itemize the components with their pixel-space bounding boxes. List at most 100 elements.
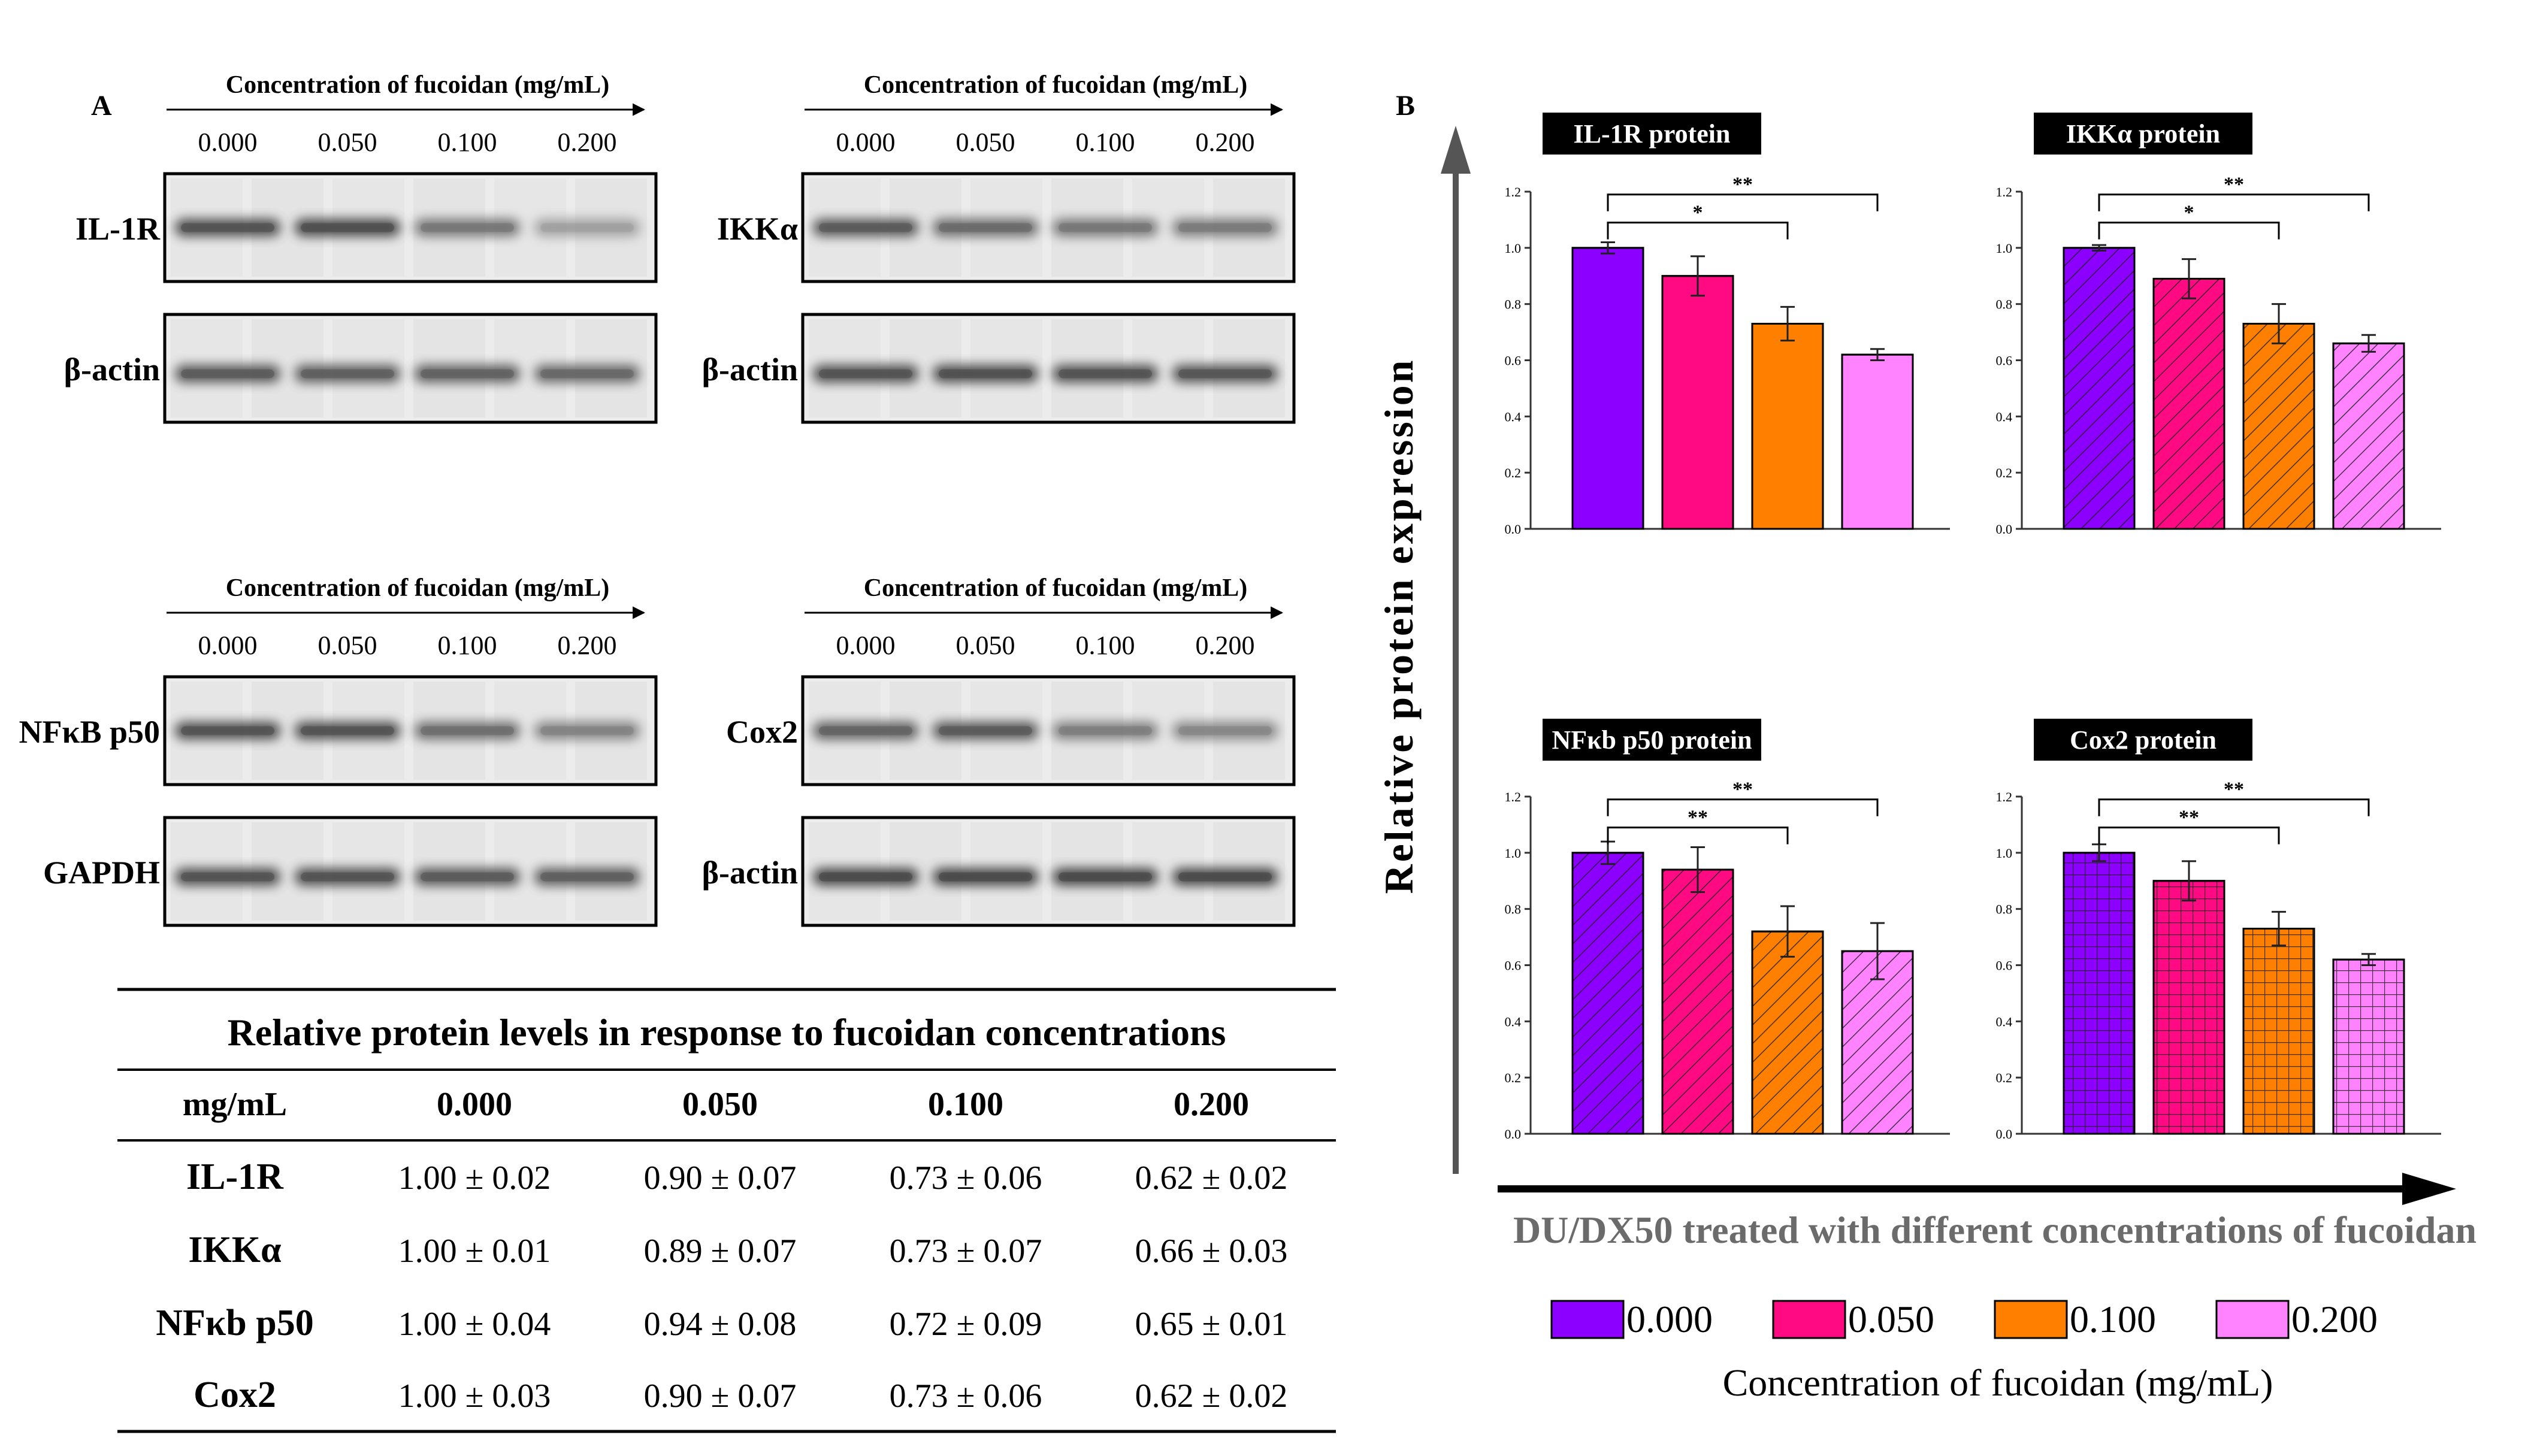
blot-band: [534, 219, 640, 237]
blot-frame: [801, 675, 1296, 786]
blot-band-core: [301, 223, 394, 232]
subplot-title: NFκb p50 protein: [1552, 725, 1752, 755]
table-header-cell: 0.200: [1174, 1086, 1249, 1123]
blot-band-core: [1059, 872, 1152, 882]
western-blots: Concentration of fucoidan (mg/mL) 0.000 0.…: [19, 71, 1296, 927]
blot-band-core: [1059, 223, 1152, 232]
y-tick-label: 0.6: [1505, 958, 1522, 973]
table-cell: 0.72 ± 0.09: [890, 1306, 1042, 1343]
lane-label: 0.200: [1196, 631, 1255, 660]
blot-band-core: [939, 369, 1032, 379]
blot-band-core: [540, 872, 634, 882]
subplot-title-box: [1543, 719, 1761, 761]
blot-frame: [163, 675, 658, 786]
y-tick-label: 0.2: [1996, 1070, 2013, 1085]
blot-band: [415, 219, 520, 237]
blot-band-core: [181, 726, 274, 735]
lane-label: 0.050: [318, 128, 377, 157]
y-axis-label: Relative protein expression: [1376, 358, 1422, 894]
table-cell: 0.73 ± 0.06: [890, 1160, 1042, 1197]
significance-label: **: [1732, 174, 1753, 196]
significance-label: *: [1693, 202, 1703, 224]
blot-frame: [163, 816, 658, 927]
y-tick-label: 0.4: [1505, 1014, 1522, 1029]
blot-band-core: [819, 369, 912, 379]
blot-band-core: [1178, 726, 1272, 735]
table-cell: 0.62 ± 0.02: [1135, 1378, 1288, 1415]
table-cell: 0.65 ± 0.01: [1135, 1306, 1288, 1343]
blot-frame: [163, 172, 658, 283]
legend: 0.000 0.050 0.100 0.200: [1550, 1298, 2378, 1340]
table-cell: 1.00 ± 0.04: [398, 1306, 551, 1343]
bar-hatch: [2154, 279, 2224, 529]
significance-label: **: [1732, 779, 1753, 801]
significance-bracket: [1607, 798, 1879, 816]
y-tick-label: 1.0: [1505, 846, 1522, 861]
x-axis-label: DU/DX50 treated with different concentra…: [1513, 1209, 2476, 1251]
blot-frame: [801, 313, 1296, 424]
conc-header: Concentration of fucoidan (mg/mL): [226, 574, 609, 602]
significance-label: *: [2184, 202, 2194, 224]
blot-band-core: [1059, 726, 1152, 735]
table-cell: 1.00 ± 0.01: [398, 1233, 551, 1270]
table-cell: 1.00 ± 0.02: [398, 1160, 551, 1197]
blot-band-core: [540, 369, 634, 379]
bar-subplots: IL-1R protein0.00.20.40.60.81.01.2***IKK…: [1505, 113, 2441, 1142]
blot-band-core: [819, 223, 912, 232]
blot-band-core: [1178, 369, 1272, 379]
protein-level-table: Relative protein levels in response to f…: [117, 988, 1336, 1433]
legend-swatch: [1772, 1300, 1846, 1339]
significance-bracket: [2098, 798, 2370, 816]
table-row-label: NFκb p50: [156, 1303, 314, 1343]
significance-bracket: [2098, 827, 2280, 844]
blot-band: [1172, 722, 1278, 740]
control-protein-label: β-actin: [702, 352, 798, 388]
y-tick-label: 0.2: [1505, 1070, 1522, 1085]
y-tick-label: 0.6: [1996, 958, 2013, 973]
legend-label: 0.000: [1626, 1298, 1713, 1340]
legend-swatch: [1994, 1300, 2068, 1339]
y-tick-label: 0.4: [1505, 409, 1522, 424]
blot-band-core: [421, 726, 514, 735]
lane-label: 0.000: [836, 128, 896, 157]
bar-hatch: [1573, 852, 1643, 1134]
control-protein-label: GAPDH: [43, 855, 160, 891]
lane-label: 0.050: [956, 631, 1015, 660]
blot-band-core: [939, 726, 1032, 735]
y-tick-label: 0.2: [1996, 465, 2013, 480]
bar-hatch: [2064, 852, 2134, 1134]
blot-band-core: [1178, 872, 1272, 882]
lane-label: 0.200: [1196, 128, 1255, 157]
blot-band-core: [819, 872, 912, 882]
y-tick-label: 1.0: [1996, 846, 2013, 861]
bar: [1661, 275, 1734, 530]
lane-label: 0.000: [836, 631, 896, 660]
y-tick-label: 1.2: [1505, 789, 1522, 804]
subplot: NFκb p50 protein 0.0 0.2 0.4 0.6 0.8 1.0 1.2 ** *…: [1505, 719, 1950, 1142]
blot-band-core: [421, 369, 514, 379]
significance-bracket: [1607, 193, 1879, 211]
bar-hatch: [1842, 951, 1913, 1134]
table-row-label: IL-1R: [186, 1157, 284, 1197]
conc-header: Concentration of fucoidan (mg/mL): [226, 71, 609, 99]
y-tick-label: 1.0: [1505, 241, 1522, 256]
legend-label: 0.050: [1848, 1298, 1934, 1340]
blot-band: [534, 365, 640, 383]
significance-label: **: [2224, 779, 2244, 801]
legend-swatch: [1550, 1300, 1625, 1339]
blot-band-core: [301, 726, 394, 735]
y-tick-label: 1.2: [1996, 789, 2013, 804]
blot-band-core: [421, 223, 514, 232]
control-protein-label: β-actin: [702, 855, 798, 891]
y-tick-label: 0.8: [1996, 297, 2013, 312]
y-tick-label: 0.4: [1996, 409, 2013, 424]
significance-bracket: [2098, 222, 2280, 240]
control-protein-label: β-actin: [64, 352, 160, 388]
blot-band-core: [540, 223, 634, 232]
table-cell: 0.94 ± 0.08: [644, 1306, 797, 1343]
blot-band-core: [540, 726, 634, 735]
subplot: Cox2 protein 0.0 0.2 0.4 0.6 0.8 1.0 1.2 ** **: [1996, 719, 2441, 1142]
y-tick-label: 0.2: [1505, 465, 1522, 480]
table-cell: 0.62 ± 0.02: [1135, 1160, 1288, 1197]
